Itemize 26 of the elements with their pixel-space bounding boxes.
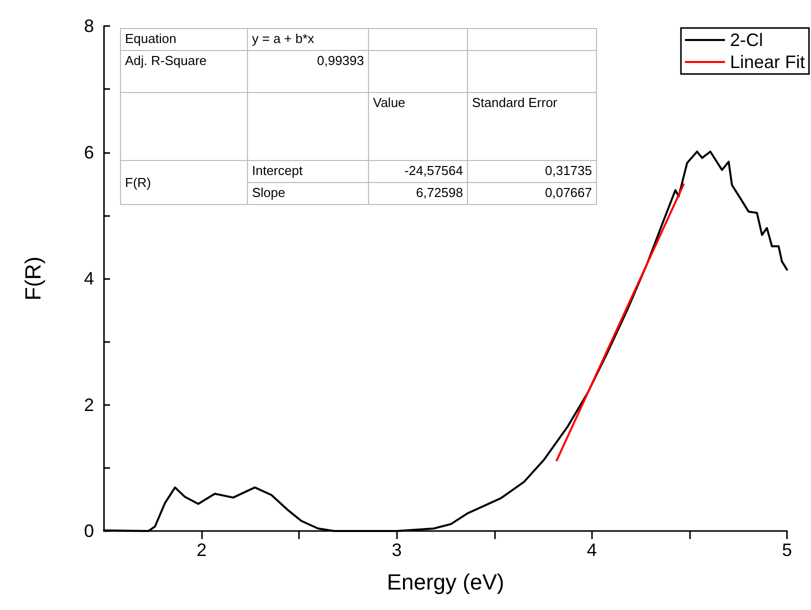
y-tick-label: 0 [84,521,94,541]
x-tick-label: 4 [586,540,597,560]
x-tick-label: 2 [196,540,207,560]
y-tick-label: 2 [84,394,94,415]
annotation: Intercept [248,160,368,182]
annotation: y = a + b*x [248,28,368,50]
y-axis-title: F(R) [20,256,46,300]
annotation: F(R) [120,160,248,204]
annotation: -24,57564 [368,160,468,182]
legend-label: 2-Cl [730,30,763,50]
y-tick-label: 4 [84,268,94,288]
x-axis-title: Energy (eV) [386,570,504,594]
annotation: 0,07667 [468,182,596,204]
y-tick-label: 6 [84,142,94,162]
annotation: Slope [248,182,368,204]
annotation: 0,99393 [248,50,368,92]
x-tick-label: 3 [392,540,402,560]
annotation: Equation [120,28,248,50]
x-tick-label: 5 [782,540,792,560]
annotation: Adj. R-Square [120,50,248,92]
y-tick-label: 8 [84,16,94,36]
annotation: Standard Error [468,92,596,160]
annotation: 6,72598 [368,182,468,204]
legend-label: Linear Fit [730,52,806,72]
annotation: Value [368,92,468,160]
annotation: 0,31735 [468,160,596,182]
